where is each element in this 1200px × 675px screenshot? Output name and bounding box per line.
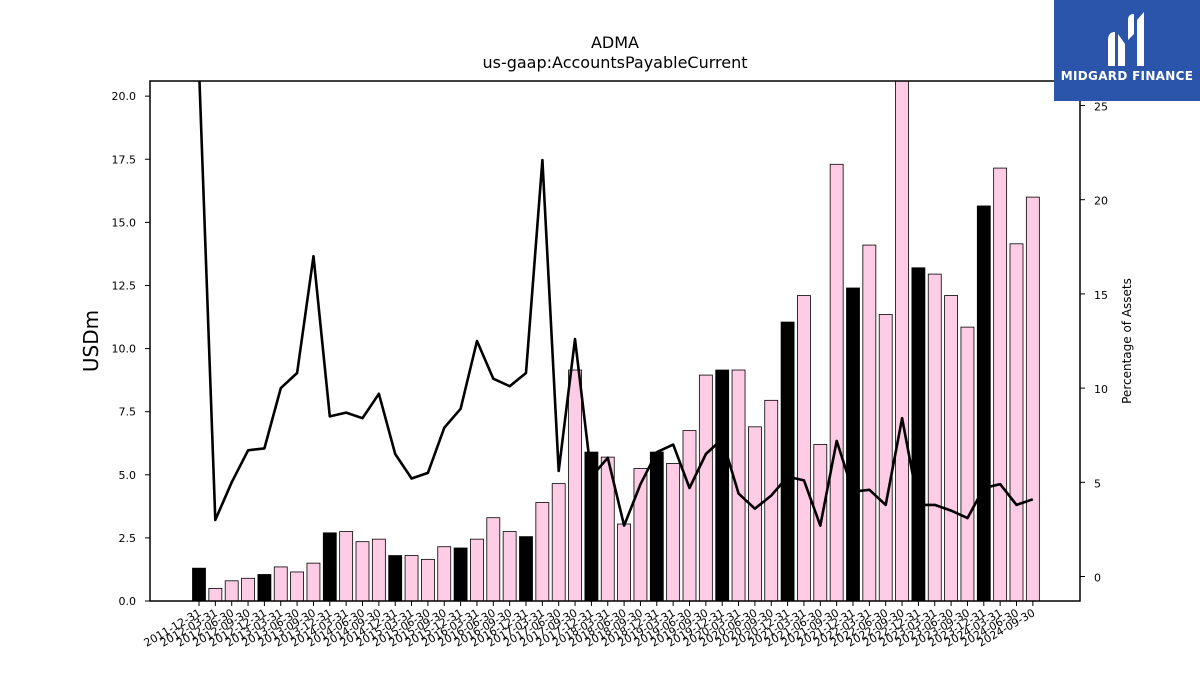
y2-tick-label: 10 <box>1094 383 1108 396</box>
bar <box>715 369 730 602</box>
y2-tick-label: 25 <box>1094 100 1108 113</box>
bar <box>420 558 435 602</box>
y-tick-label: 17.5 <box>112 153 137 166</box>
plot-frame <box>149 80 1081 602</box>
bar <box>649 451 664 602</box>
bar <box>257 574 272 602</box>
bar <box>404 555 419 602</box>
bar <box>617 523 631 602</box>
bar <box>944 295 958 602</box>
midgard-logo-icon <box>1108 12 1144 66</box>
bar <box>322 532 337 602</box>
bar <box>568 369 582 602</box>
bar <box>731 369 746 602</box>
bar <box>895 80 909 602</box>
bar <box>208 587 223 602</box>
bar <box>355 541 370 602</box>
bar <box>502 531 517 602</box>
bar <box>290 571 305 602</box>
bar <box>682 430 697 602</box>
bar <box>453 547 468 602</box>
bar <box>927 273 942 602</box>
bar <box>829 163 844 602</box>
bar <box>846 287 860 602</box>
y2-tick-label: 20 <box>1094 195 1108 208</box>
bar <box>306 562 321 602</box>
bar <box>993 167 1008 602</box>
y-axis-right: 0 5 10 15 20 25 <box>1080 100 1108 585</box>
bar <box>911 267 926 602</box>
bar <box>878 314 893 602</box>
bar <box>666 463 681 602</box>
x-axis: 2011-12-312012-03-312012-06-302012-09-30… <box>142 601 1037 650</box>
bar <box>797 295 811 602</box>
bar <box>273 566 288 602</box>
brand-logo: MIDGARD FINANCE <box>1054 0 1200 101</box>
bar <box>976 205 991 602</box>
percentage-line <box>198 81 1034 527</box>
bar <box>339 531 354 602</box>
y-tick-label: 0.0 <box>119 595 137 608</box>
line-series <box>198 81 1034 527</box>
bar <box>535 502 550 602</box>
bar <box>1009 243 1024 602</box>
y-tick-label: 15.0 <box>112 216 137 229</box>
y-tick-label: 2.5 <box>119 532 137 545</box>
bar <box>698 374 713 602</box>
bar <box>486 517 501 602</box>
y-tick-label: 10.0 <box>112 343 137 356</box>
bar <box>780 321 795 602</box>
bar-series <box>192 80 1040 602</box>
y-tick-label: 7.5 <box>119 406 137 419</box>
bar <box>1025 196 1040 602</box>
bar <box>241 577 255 602</box>
bar <box>437 546 452 602</box>
bar <box>470 538 484 602</box>
bar <box>224 580 239 602</box>
bar <box>371 538 386 602</box>
bar <box>192 567 206 602</box>
chart-title: ADMA <box>591 33 639 52</box>
bar <box>748 426 762 602</box>
y-tick-label: 12.5 <box>112 279 137 292</box>
y-axis-left: 0.0 2.5 5.0 7.5 10.0 12.5 15.0 17.5 20.0 <box>112 90 150 608</box>
bar <box>862 244 877 602</box>
y2-tick-label: 0 <box>1094 572 1101 585</box>
y-tick-label: 20.0 <box>112 90 137 103</box>
y-tick-label: 5.0 <box>119 469 137 482</box>
bar <box>960 326 975 602</box>
y2-tick-label: 5 <box>1094 477 1101 490</box>
bar <box>551 483 566 602</box>
y-axis-label: USDm <box>79 310 103 372</box>
y2-axis-label: Percentage of Assets <box>1120 278 1134 404</box>
bar <box>388 555 403 602</box>
logo-text: MIDGARD FINANCE <box>1060 69 1194 83</box>
chart-subtitle: us-gaap:AccountsPayableCurrent <box>482 53 747 72</box>
y2-tick-label: 15 <box>1094 289 1108 302</box>
bar <box>519 536 533 602</box>
bar <box>633 468 648 602</box>
